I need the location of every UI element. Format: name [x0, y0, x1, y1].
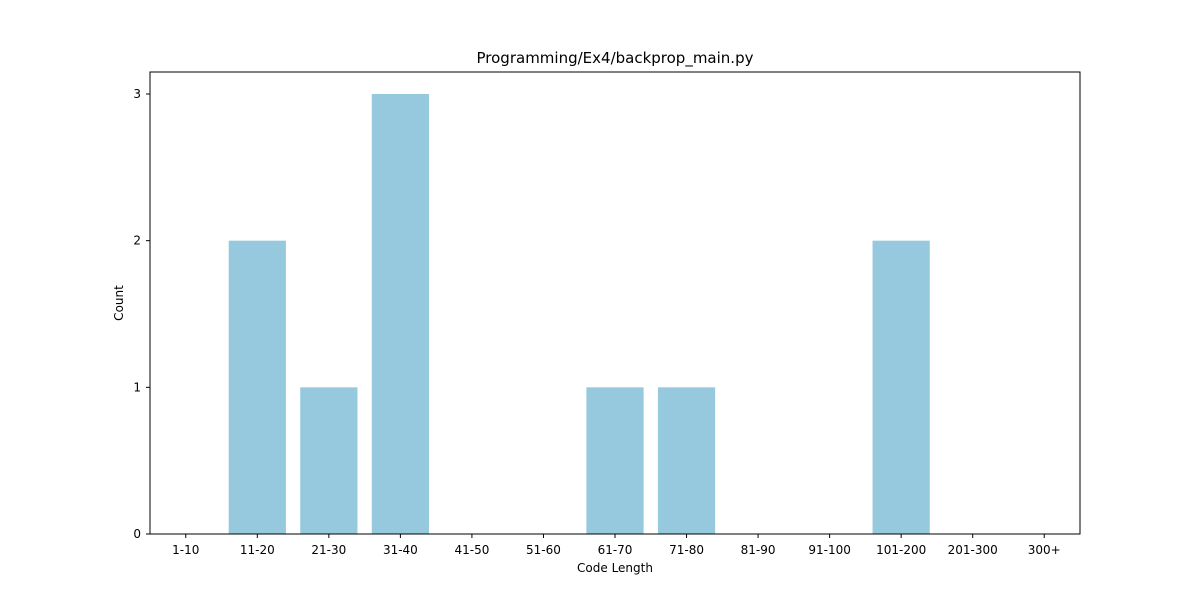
x-axis-label: Code Length — [577, 561, 653, 575]
plot-frame — [149, 71, 1081, 535]
y-axis: 0 1 2 3 — [133, 87, 150, 541]
y-tick-label: 0 — [133, 527, 141, 541]
x-tick-label: 71-80 — [669, 543, 704, 557]
x-tick-label: 41-50 — [454, 543, 489, 557]
y-axis-label: Count — [112, 285, 126, 321]
bar-21-30 — [300, 387, 358, 534]
x-tick-label: 61-70 — [598, 543, 633, 557]
bars-group — [228, 94, 930, 534]
bar-31-40 — [371, 94, 429, 534]
x-tick-label: 21-30 — [311, 543, 346, 557]
bar-11-20 — [228, 240, 286, 534]
x-axis: 1-10 11-20 21-30 31-40 41-50 51-60 61-70 71-80 8… — [172, 534, 1061, 557]
y-tick-label: 1 — [133, 380, 141, 394]
bar-61-70 — [586, 387, 644, 534]
x-tick-label: 300+ — [1028, 543, 1061, 557]
x-tick-label: 51-60 — [526, 543, 561, 557]
bar-101-200 — [872, 240, 930, 534]
x-tick-label: 81-90 — [741, 543, 776, 557]
x-tick-label: 201-300 — [948, 543, 998, 557]
x-tick-label: 1-10 — [172, 543, 199, 557]
x-tick-label: 91-100 — [808, 543, 851, 557]
x-tick-label: 31-40 — [383, 543, 418, 557]
x-tick-label: 101-200 — [876, 543, 926, 557]
bar-71-80 — [657, 387, 716, 534]
y-tick-label: 2 — [133, 234, 141, 248]
y-tick-label: 3 — [133, 87, 141, 101]
x-tick-label: 11-20 — [240, 543, 275, 557]
chart-title: Programming/Ex4/backprop_main.py — [477, 49, 754, 68]
